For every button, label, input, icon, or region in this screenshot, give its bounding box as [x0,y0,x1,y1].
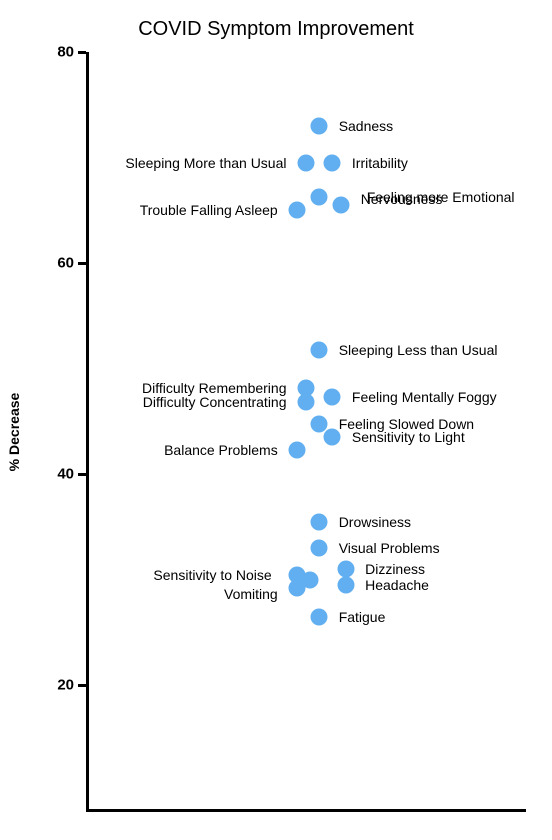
data-point [289,202,306,219]
data-point [311,341,328,358]
data-point [311,415,328,432]
data-point-label: Sleeping More than Usual [125,155,286,171]
data-point-label: Fatigue [339,609,386,625]
data-point-label: Sadness [339,118,393,134]
y-tick [78,684,86,687]
data-point-label: Feeling Mentally Foggy [352,389,497,405]
data-point [298,394,315,411]
data-point [324,429,341,446]
chart-title: COVID Symptom Improvement [0,18,552,41]
data-point-label: Sleeping Less than Usual [339,342,498,358]
x-axis-line [86,809,526,812]
y-tick [78,262,86,265]
y-tick-label: 60 [57,255,74,272]
data-point-label: Difficulty Remembering [142,380,286,396]
data-point-label: Sensitivity to Noise [153,567,271,583]
data-point-label: Difficulty Concentrating [143,394,287,410]
data-point [289,580,306,597]
data-point-label: Balance Problems [164,442,278,458]
data-point [337,577,354,594]
chart-container: COVID Symptom Improvement % Decrease 20 4… [0,0,552,840]
data-point-label: Trouble Falling Asleep [140,202,278,218]
y-axis-line [86,52,89,812]
data-point [311,608,328,625]
data-point [324,389,341,406]
y-tick-label: 40 [57,466,74,483]
data-point [311,513,328,530]
data-point [298,154,315,171]
data-point [311,117,328,134]
data-point-label: Vomiting [224,586,278,602]
data-point-label: Drowsiness [339,514,411,530]
data-point-label: Irritability [352,155,408,171]
y-tick [78,51,86,54]
data-point-label: Nervousness [361,191,443,207]
data-point-label: Sensitivity to Light [352,429,465,445]
data-point [311,188,328,205]
data-point [337,561,354,578]
data-point-label: Dizziness [365,561,425,577]
y-tick-label: 80 [57,44,74,61]
data-point [333,197,350,214]
plot-area: 20406080SadnessSleeping More than UsualI… [86,52,526,812]
y-tick-label: 20 [57,677,74,694]
data-point [324,154,341,171]
data-point-label: Headache [365,577,429,593]
y-axis-title: % Decrease [6,393,22,472]
data-point [289,441,306,458]
y-tick [78,473,86,476]
data-point [311,540,328,557]
data-point-label: Visual Problems [339,540,440,556]
